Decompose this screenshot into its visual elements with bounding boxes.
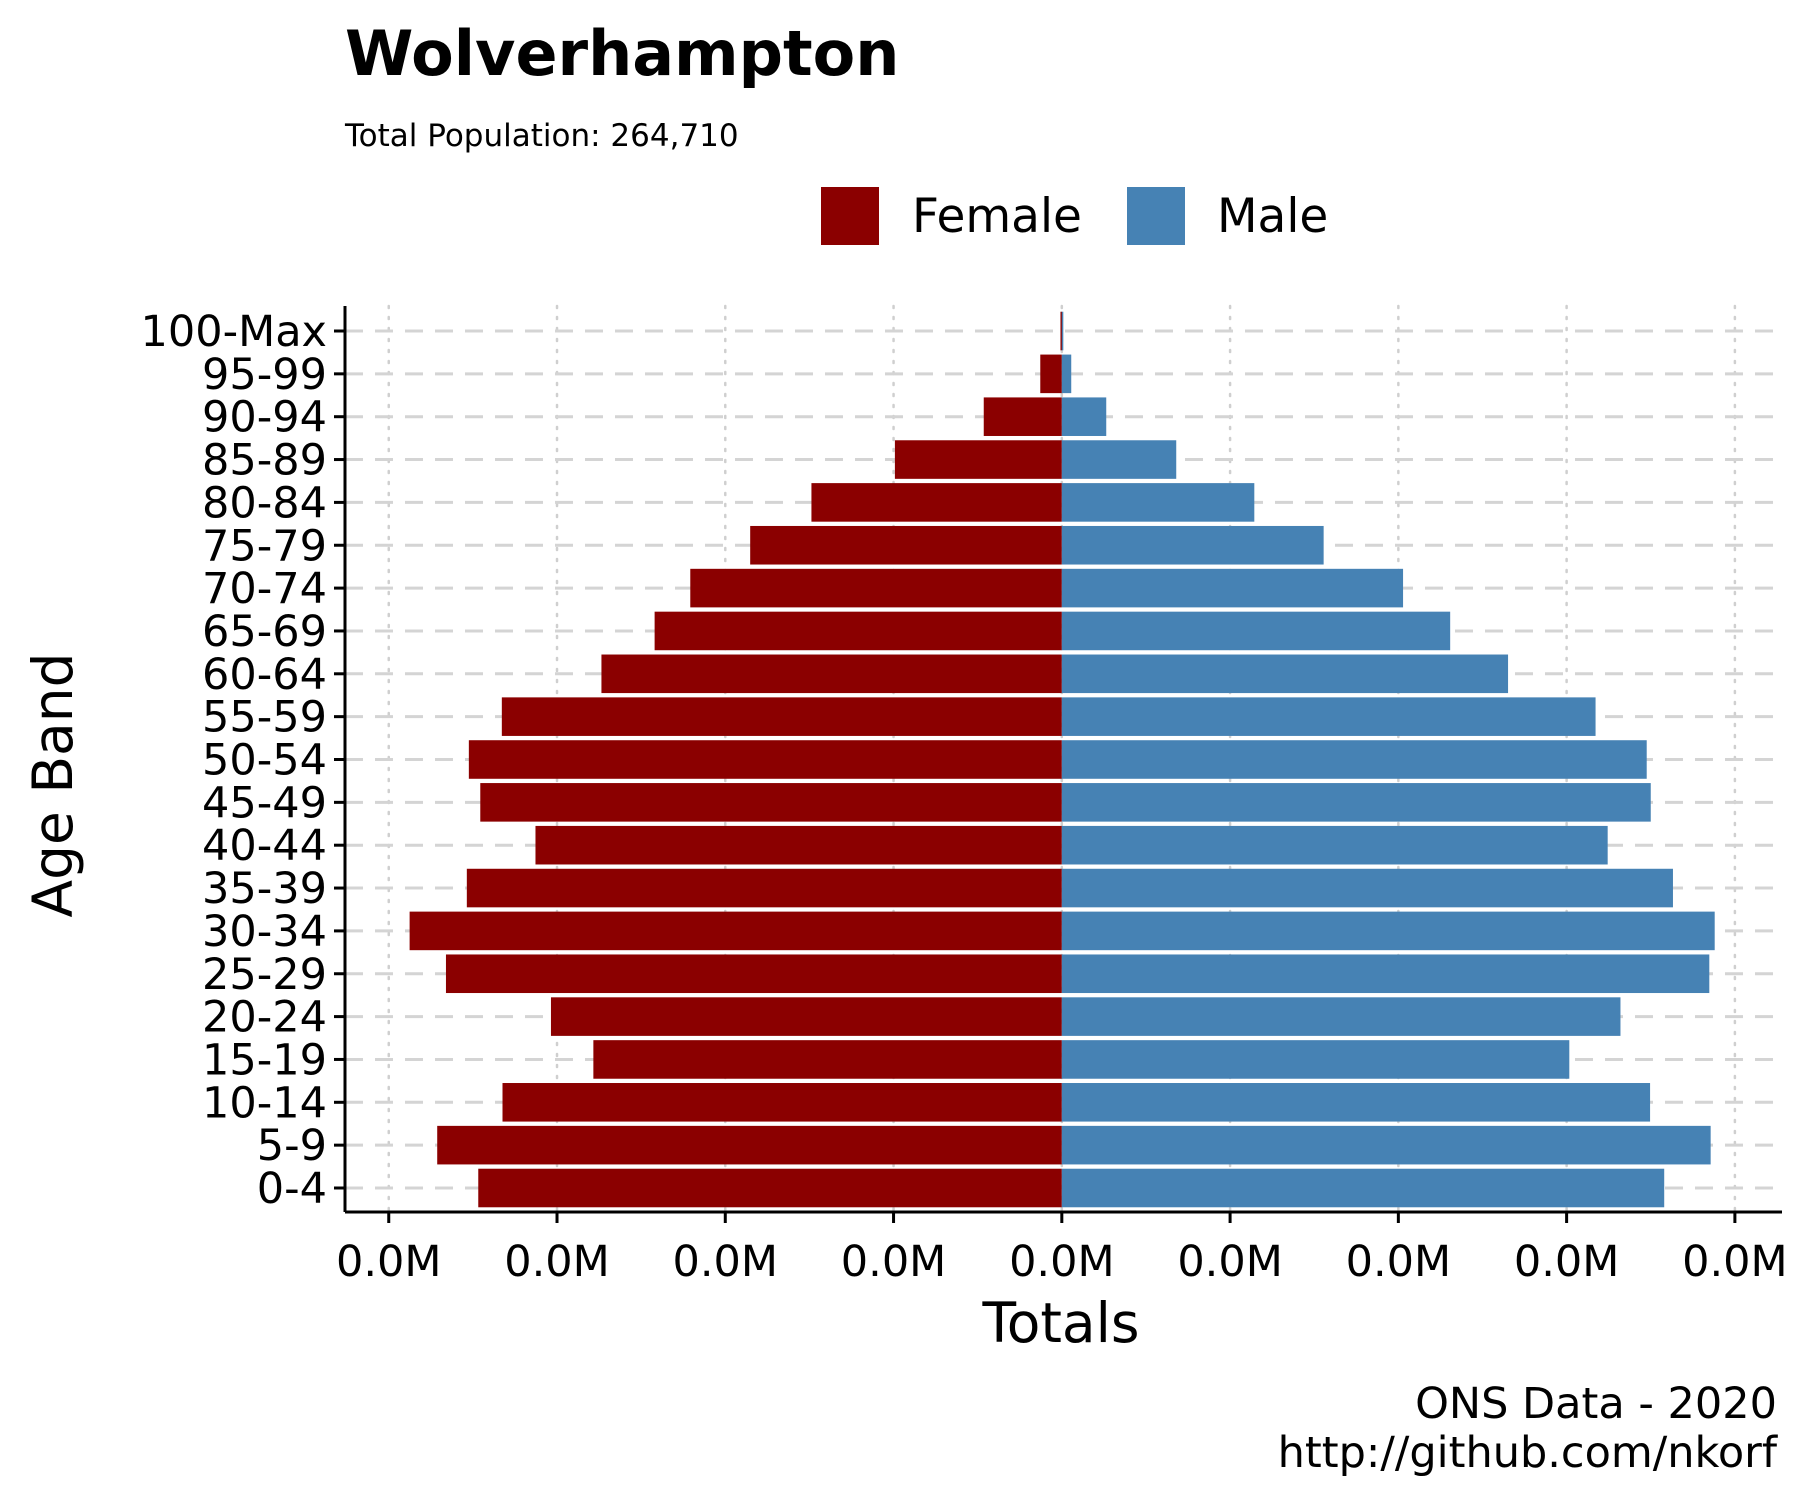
x-tick-label: 0.0M — [673, 1237, 778, 1287]
bar-female-80-84 — [811, 483, 1062, 522]
bar-female-0-4 — [478, 1168, 1062, 1208]
bar-female-5-9 — [437, 1125, 1062, 1165]
x-tick-label: 0.0M — [336, 1237, 441, 1287]
bar-female-45-49 — [480, 783, 1062, 822]
y-tick-label: 45-49 — [202, 778, 327, 828]
bar-male-65-69 — [1061, 611, 1451, 651]
bar-female-30-34 — [409, 911, 1062, 951]
bar-male-50-54 — [1061, 740, 1647, 779]
x-tick-label: 0.0M — [1514, 1237, 1619, 1287]
bar-male-25-29 — [1061, 954, 1710, 994]
bar-female-70-74 — [690, 568, 1062, 608]
x-tick-label: 0.0M — [504, 1237, 609, 1287]
bar-male-80-84 — [1061, 483, 1255, 522]
caption-url: http://github.com/nkorf — [1278, 1428, 1778, 1478]
x-tick-labels: 0.0M 0.0M 0.0M 0.0M 0.0M 0.0M 0.0M 0.0M 0.0M — [336, 1237, 1788, 1287]
bar-male-5-9 — [1061, 1125, 1711, 1165]
x-tick-label: 0.0M — [1009, 1237, 1114, 1287]
bar-male-100-max — [1061, 311, 1064, 351]
chart-title: Wolverhampton — [345, 17, 899, 90]
bar-female-15-19 — [593, 1040, 1062, 1079]
bar-female-35-39 — [466, 868, 1062, 908]
bar-male-90-94 — [1061, 397, 1107, 436]
y-tick-label: 25-29 — [202, 950, 327, 1000]
bar-female-95-99 — [1040, 354, 1062, 394]
axes — [334, 306, 1782, 1223]
bar-female-25-29 — [445, 954, 1062, 994]
y-tick-label: 65-69 — [202, 607, 327, 657]
bar-male-35-39 — [1061, 868, 1673, 908]
x-axis-title: Totals — [981, 1291, 1139, 1355]
bar-male-70-74 — [1061, 568, 1404, 608]
x-tick-label: 0.0M — [1177, 1237, 1282, 1287]
y-tick-label: 0-4 — [257, 1164, 327, 1214]
bar-male-20-24 — [1061, 997, 1621, 1036]
bar-male-45-49 — [1061, 783, 1651, 822]
y-tick-label: 80-84 — [202, 478, 327, 528]
y-axis-title: Age Band — [21, 652, 85, 917]
bar-female-55-59 — [501, 697, 1062, 736]
y-tick-label: 60-64 — [202, 650, 327, 700]
y-tick-label: 100-Max — [141, 307, 328, 357]
y-tick-label: 70-74 — [202, 564, 327, 614]
y-tick-label: 20-24 — [202, 993, 327, 1043]
y-tick-labels: 0-45-910-1415-1920-2425-2930-3435-3940-4… — [141, 307, 328, 1214]
y-tick-label: 30-34 — [202, 907, 327, 957]
bar-female-75-79 — [750, 525, 1062, 565]
bar-female-10-14 — [502, 1083, 1062, 1122]
bar-female-60-64 — [601, 654, 1062, 694]
y-tick-label: 85-89 — [202, 436, 327, 486]
bar-female-50-54 — [468, 740, 1062, 779]
bar-male-30-34 — [1061, 911, 1715, 951]
y-tick-label: 10-14 — [202, 1078, 327, 1128]
chart-subtitle: Total Population: 264,710 — [344, 118, 739, 154]
legend-swatch-male — [1127, 187, 1185, 245]
bar-male-85-89 — [1061, 440, 1177, 479]
bar-male-95-99 — [1061, 354, 1072, 394]
bar-female-90-94 — [983, 397, 1062, 436]
bar-male-40-44 — [1061, 825, 1608, 865]
x-tick-label: 0.0M — [841, 1237, 946, 1287]
y-tick-label: 55-59 — [202, 693, 327, 743]
y-tick-label: 95-99 — [202, 350, 327, 400]
bar-male-55-59 — [1061, 697, 1596, 736]
caption-source: ONS Data - 2020 — [1415, 1379, 1777, 1429]
bar-female-100-max — [1060, 311, 1062, 351]
bar-male-15-19 — [1061, 1040, 1570, 1079]
y-tick-label: 35-39 — [202, 864, 327, 914]
bar-female-65-69 — [654, 611, 1062, 651]
y-tick-label: 50-54 — [202, 736, 327, 786]
bar-female-85-89 — [894, 440, 1062, 479]
bar-female-40-44 — [535, 825, 1062, 865]
bar-male-75-79 — [1061, 525, 1324, 565]
x-tick-label: 0.0M — [1346, 1237, 1451, 1287]
legend: Female Male — [821, 187, 1328, 245]
bar-female-20-24 — [550, 997, 1062, 1036]
y-tick-label: 75-79 — [202, 521, 327, 571]
x-tick-label: 0.0M — [1682, 1237, 1787, 1287]
y-tick-label: 5-9 — [257, 1121, 327, 1171]
y-tick-label: 40-44 — [202, 821, 327, 871]
bar-male-60-64 — [1061, 654, 1509, 694]
y-tick-label: 15-19 — [202, 1035, 327, 1085]
legend-label-female: Female — [912, 189, 1082, 244]
bars — [409, 311, 1715, 1208]
legend-label-male: Male — [1217, 189, 1328, 244]
y-tick-label: 90-94 — [202, 393, 327, 443]
bar-male-0-4 — [1061, 1168, 1665, 1208]
legend-swatch-female — [821, 187, 879, 245]
bar-male-10-14 — [1061, 1083, 1651, 1122]
